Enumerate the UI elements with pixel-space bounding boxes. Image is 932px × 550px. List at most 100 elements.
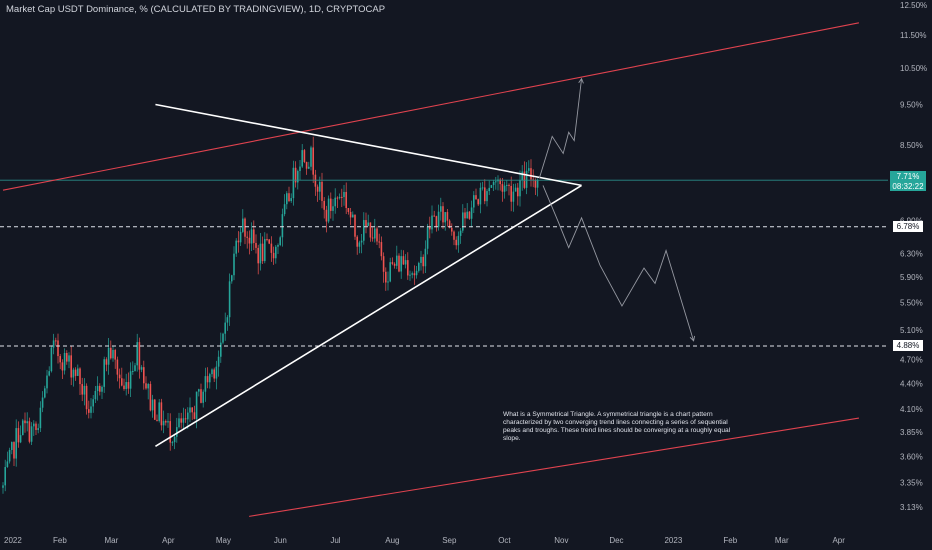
candle-body [349, 211, 352, 218]
candle-body [226, 317, 229, 323]
candle-body [407, 260, 409, 276]
candle-body [332, 206, 334, 211]
candle-body [360, 240, 363, 243]
candle-body [424, 248, 427, 267]
candle-body [59, 356, 61, 363]
x-tick-label: Apr [832, 536, 845, 545]
candle-body [290, 198, 292, 202]
y-tick-label: 6.90% [900, 216, 923, 225]
y-tick-label: 4.10% [900, 405, 923, 414]
time-axis[interactable]: 2022 Feb Mar Apr May Jun Jul Aug Sep Oct Nov Dec 202… [4, 536, 845, 545]
candle-body [396, 255, 398, 266]
candle-body [74, 369, 77, 376]
candle-body [334, 197, 336, 207]
candle-body [35, 423, 37, 430]
candle-body [182, 418, 185, 423]
candle-body [248, 237, 251, 244]
candle-body [239, 231, 242, 243]
projection-path-up-arrowhead [578, 77, 584, 84]
candle-body [305, 161, 308, 169]
y-tick-label: 3.13% [900, 503, 923, 512]
candle-body [189, 407, 191, 413]
candle-body [15, 428, 17, 459]
candle-body [521, 171, 523, 181]
candle-body [508, 184, 510, 186]
candle-body [52, 340, 55, 348]
x-tick-label: Mar [104, 536, 118, 545]
candle-body [341, 196, 343, 198]
candle-body [48, 371, 50, 376]
candle-body [464, 212, 466, 219]
y-tick-label: 5.90% [900, 273, 923, 282]
candle-body [259, 243, 262, 264]
candle-body [303, 150, 306, 162]
candle-body [387, 281, 389, 283]
x-tick-label: Sep [442, 536, 457, 545]
candle-body [158, 402, 160, 421]
candle-body [356, 236, 358, 247]
candle-body [486, 191, 488, 202]
x-tick-label: Nov [554, 536, 568, 545]
candle-body [92, 399, 94, 407]
candle-body [468, 211, 471, 219]
candle-body [39, 407, 42, 429]
x-tick-label: 2022 [4, 536, 22, 545]
candle-body [70, 355, 72, 378]
candle-body [272, 252, 275, 259]
candle-body [312, 147, 314, 175]
candle-body [536, 180, 539, 188]
y-tick-label: 3.85% [900, 428, 923, 437]
candle-body [79, 368, 81, 385]
candle-body [107, 347, 110, 365]
x-tick-label: Jul [330, 536, 340, 545]
candle-body [63, 352, 66, 371]
current-price-badge: 7.71% 08:32:22 [890, 171, 926, 191]
candle-body [277, 244, 279, 247]
candle-body [492, 181, 495, 186]
candle-body [220, 342, 222, 357]
candle-body [418, 262, 420, 271]
candle-body [206, 376, 209, 383]
candle-body [13, 442, 15, 459]
candle-body [338, 196, 341, 199]
candle-body [501, 184, 504, 192]
x-tick-label: Dec [609, 536, 623, 545]
candle-body [437, 211, 440, 228]
candle-body [171, 442, 174, 444]
candle-body [224, 322, 226, 334]
candle-body [187, 412, 189, 420]
candle-body [446, 212, 449, 221]
candle-body [250, 229, 253, 244]
candle-body [279, 237, 281, 245]
channel-line [249, 417, 859, 517]
candle-body [72, 369, 75, 378]
candle-body [195, 391, 198, 419]
candle-body [470, 207, 473, 219]
x-tick-label: 2023 [664, 536, 682, 545]
candle-body [451, 227, 453, 232]
candle-body [354, 214, 356, 237]
candle-body [173, 436, 176, 443]
candle-body [244, 218, 246, 237]
candle-body [57, 340, 59, 357]
x-tick-label: Mar [775, 536, 789, 545]
candle-body [213, 369, 215, 379]
candle-body [459, 230, 462, 236]
candle-body [479, 187, 482, 205]
candle-body [101, 386, 103, 392]
candle-body [319, 181, 321, 192]
projection-path-down-arrowhead [689, 335, 696, 342]
candle-body [528, 168, 530, 171]
candle-body [330, 198, 332, 211]
candle-body [165, 421, 167, 423]
candle-body [215, 366, 218, 379]
candle-body [143, 367, 145, 384]
candle-body [191, 407, 193, 413]
price-axis[interactable]: 12.50% 11.50% 10.50% 9.50% 8.50% 6.90% 6.30% 5.… [900, 1, 927, 512]
candle-body [343, 191, 345, 198]
candle-body [426, 226, 429, 249]
candle-body [88, 409, 90, 413]
candle-body [66, 352, 68, 362]
candle-body [523, 171, 526, 188]
